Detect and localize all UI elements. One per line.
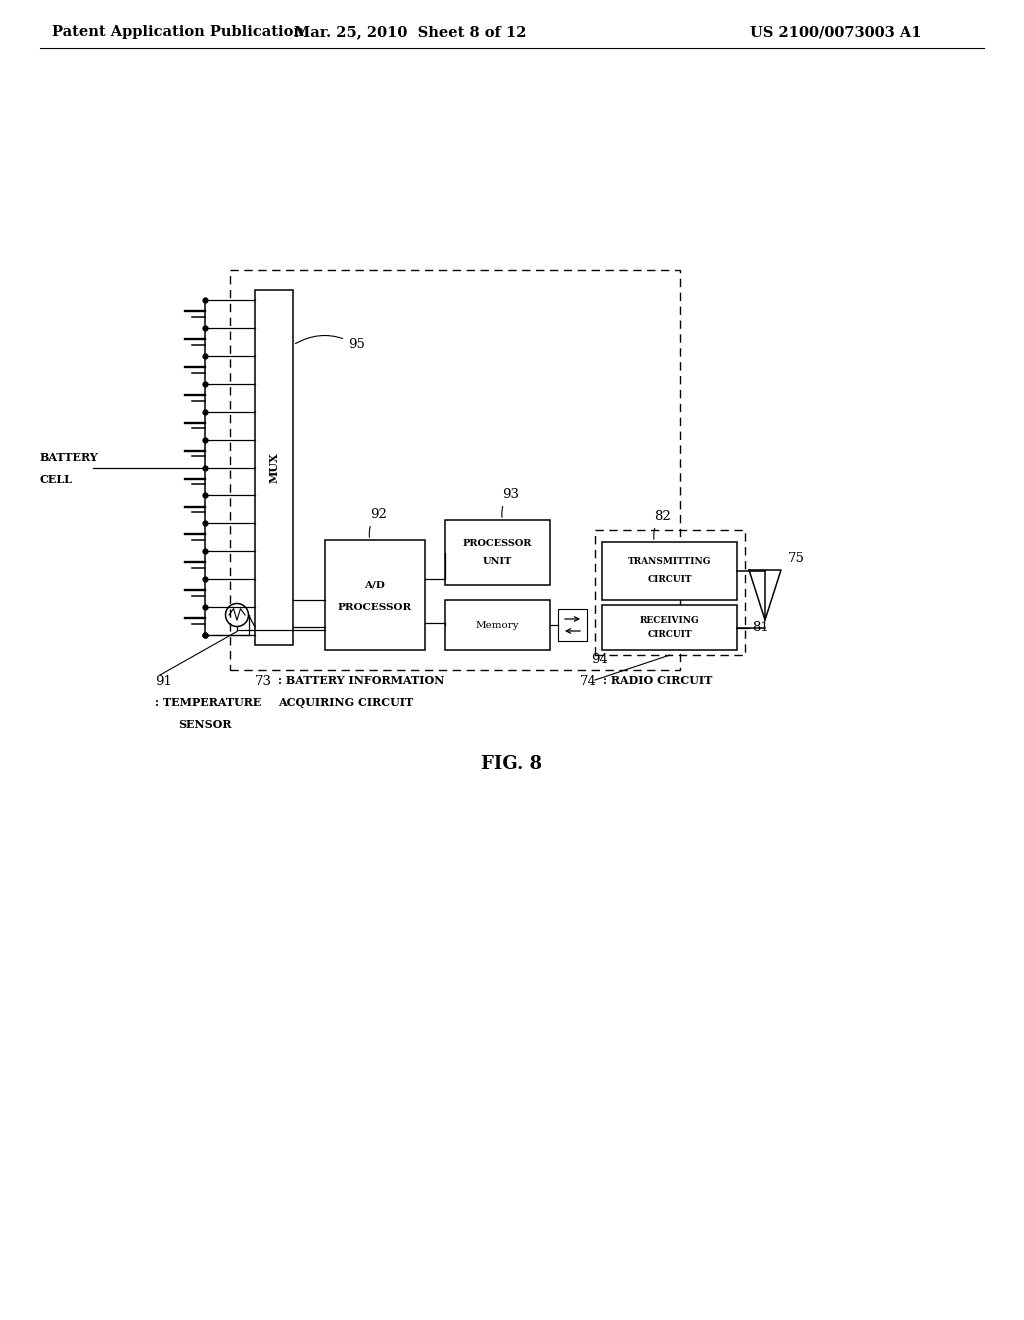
FancyBboxPatch shape [445,520,550,585]
FancyBboxPatch shape [602,605,737,649]
Text: SENSOR: SENSOR [178,719,231,730]
Text: 91: 91 [155,675,172,688]
Text: UNIT: UNIT [483,557,512,566]
Text: 82: 82 [653,510,672,540]
Text: BATTERY: BATTERY [40,451,98,463]
Text: MUX: MUX [268,453,280,483]
Text: Mar. 25, 2010  Sheet 8 of 12: Mar. 25, 2010 Sheet 8 of 12 [294,25,526,40]
Text: 92: 92 [370,508,387,537]
FancyBboxPatch shape [445,601,550,649]
Text: : TEMPERATURE: : TEMPERATURE [155,697,261,708]
Text: : BATTERY INFORMATION: : BATTERY INFORMATION [278,675,444,686]
Text: FIG. 8: FIG. 8 [481,755,543,774]
Text: US 2100/0073003 A1: US 2100/0073003 A1 [750,25,922,40]
Text: RECEIVING: RECEIVING [640,616,699,624]
Text: 75: 75 [788,552,805,565]
FancyBboxPatch shape [602,543,737,601]
Text: : RADIO CIRCUIT: : RADIO CIRCUIT [603,675,713,686]
Text: CIRCUIT: CIRCUIT [647,576,692,585]
Text: CIRCUIT: CIRCUIT [647,630,692,639]
Text: ACQUIRING CIRCUIT: ACQUIRING CIRCUIT [278,697,414,708]
Text: Patent Application Publication: Patent Application Publication [52,25,304,40]
Text: 81: 81 [752,620,769,634]
Text: 73: 73 [255,675,272,688]
Text: A/D: A/D [365,581,385,590]
Text: 95: 95 [295,335,365,351]
Text: PROCESSOR: PROCESSOR [338,602,412,611]
Text: 74: 74 [580,675,597,688]
Text: 94: 94 [591,653,608,667]
Text: 93: 93 [502,488,519,517]
Text: TRANSMITTING: TRANSMITTING [628,557,712,566]
Text: PROCESSOR: PROCESSOR [463,539,532,548]
Text: CELL: CELL [40,474,73,484]
FancyBboxPatch shape [325,540,425,649]
Text: Memory: Memory [476,620,519,630]
FancyBboxPatch shape [255,290,293,645]
